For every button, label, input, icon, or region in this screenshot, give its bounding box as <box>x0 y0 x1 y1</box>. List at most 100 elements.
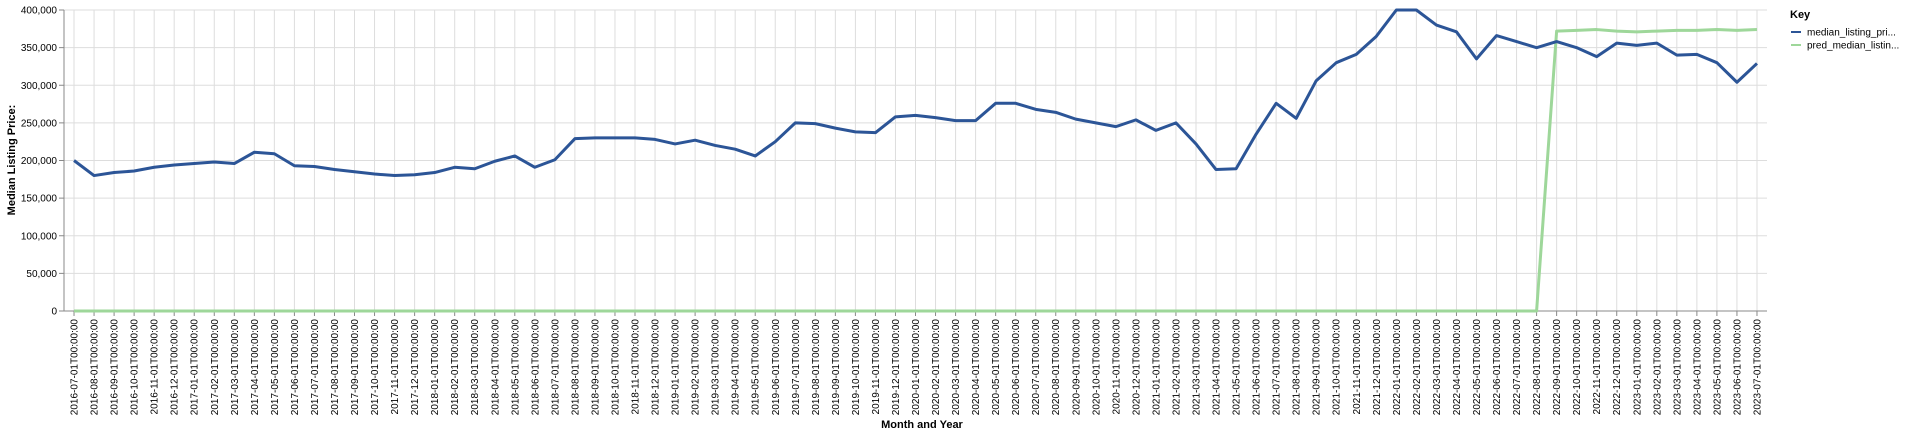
x-tick-label: 2019-09-01T00:00:00 <box>831 319 842 416</box>
x-tick-label: 2020-10-01T00:00:00 <box>1091 319 1102 416</box>
y-tick-label: 250,000 <box>21 118 58 129</box>
x-tick-label: 2022-07-01T00:00:00 <box>1512 319 1523 416</box>
y-tick-label: 100,000 <box>21 231 58 242</box>
x-tick-label: 2023-04-01T00:00:00 <box>1692 319 1703 416</box>
x-tick-label: 2020-07-01T00:00:00 <box>1031 319 1042 416</box>
y-tick-label: 350,000 <box>21 43 58 54</box>
series-line-2 <box>74 28 1758 313</box>
x-tick-label: 2020-01-01T00:00:00 <box>911 319 922 416</box>
x-tick-label: 2020-12-01T00:00:00 <box>1131 319 1142 416</box>
x-tick-label: 2022-04-01T00:00:00 <box>1452 319 1463 416</box>
grid-layer <box>64 9 1767 312</box>
x-tick-label: 2018-07-01T00:00:00 <box>550 319 561 416</box>
x-tick-label: 2021-10-01T00:00:00 <box>1332 319 1343 416</box>
x-tick-label: 2023-07-01T00:00:00 <box>1752 319 1763 416</box>
x-tick-label: 2022-11-01T00:00:00 <box>1592 319 1603 415</box>
x-tick-label: 2019-11-01T00:00:00 <box>871 319 882 415</box>
y-tick-label: 200,000 <box>21 156 58 167</box>
x-tick-label: 2020-06-01T00:00:00 <box>1011 319 1022 416</box>
legend-label: pred_median_listin... <box>1807 41 1899 52</box>
x-tick-label: 2017-07-01T00:00:00 <box>310 319 321 416</box>
x-tick-label: 2021-09-01T00:00:00 <box>1312 319 1323 416</box>
x-tick-label: 2018-02-01T00:00:00 <box>450 319 461 416</box>
y-tick-label: 50,000 <box>26 269 57 280</box>
x-tick-label: 2021-04-01T00:00:00 <box>1212 319 1223 416</box>
x-tick-label: 2023-06-01T00:00:00 <box>1732 319 1743 416</box>
x-tick-label: 2021-05-01T00:00:00 <box>1232 319 1243 416</box>
x-tick-label: 2019-12-01T00:00:00 <box>891 319 902 416</box>
x-tick-label: 2017-08-01T00:00:00 <box>330 319 341 416</box>
legend-title: Key <box>1790 9 1811 21</box>
x-tick-label: 2020-05-01T00:00:00 <box>991 319 1002 416</box>
x-tick-label: 2018-01-01T00:00:00 <box>430 319 441 416</box>
x-tick-label: 2016-09-01T00:00:00 <box>110 319 121 416</box>
x-tick-label: 2021-03-01T00:00:00 <box>1191 319 1202 416</box>
legend-items: median_listing_pri... pred_median_listin.… <box>1791 28 1899 52</box>
x-tick-label: 2021-11-01T00:00:00 <box>1352 319 1363 415</box>
x-tick-label: 2017-01-01T00:00:00 <box>190 319 201 416</box>
x-tick-label: 2017-02-01T00:00:00 <box>210 319 221 416</box>
x-tick-label: 2019-10-01T00:00:00 <box>851 319 862 416</box>
x-tick-label: 2022-10-01T00:00:00 <box>1572 319 1583 416</box>
x-tick-label: 2017-03-01T00:00:00 <box>230 319 241 416</box>
y-tick-label: 300,000 <box>21 81 58 92</box>
legend-label: median_listing_pri... <box>1807 28 1896 39</box>
x-tick-label: 2020-04-01T00:00:00 <box>971 319 982 416</box>
x-tick-label: 2017-12-01T00:00:00 <box>410 319 421 416</box>
x-tick-label: 2017-09-01T00:00:00 <box>350 319 361 416</box>
x-tick-label: 2023-01-01T00:00:00 <box>1632 319 1643 416</box>
x-axis-title: Month and Year <box>881 419 963 431</box>
x-tick-label: 2022-09-01T00:00:00 <box>1552 319 1563 416</box>
x-tick-label: 2018-10-01T00:00:00 <box>610 319 621 416</box>
x-tick-label: 2019-04-01T00:00:00 <box>731 319 742 416</box>
y-tick-label: 0 <box>51 307 57 318</box>
x-tick-label: 2020-08-01T00:00:00 <box>1051 319 1062 416</box>
x-tick-label: 2021-02-01T00:00:00 <box>1171 319 1182 416</box>
x-tick-label: 2022-06-01T00:00:00 <box>1492 319 1503 416</box>
x-tick-label: 2016-11-01T00:00:00 <box>150 319 161 415</box>
x-tick-label: 2021-01-01T00:00:00 <box>1151 319 1162 416</box>
x-tick-label: 2017-11-01T00:00:00 <box>390 319 401 415</box>
x-tick-label: 2023-05-01T00:00:00 <box>1712 319 1723 416</box>
legend: Key median_listing_pri... pred_median_lis… <box>1790 9 1899 52</box>
axis-layer: 0 50,000 100,000 150,000 200,000 250,000 300,0… <box>21 6 1767 416</box>
x-tick-label: 2019-05-01T00:00:00 <box>751 319 762 416</box>
x-tick-label: 2021-12-01T00:00:00 <box>1372 319 1383 416</box>
x-tick-label: 2019-07-01T00:00:00 <box>791 319 802 416</box>
x-tick-label: 2017-05-01T00:00:00 <box>270 319 281 416</box>
x-tick-label: 2016-07-01T00:00:00 <box>70 319 81 416</box>
x-tick-label: 2019-08-01T00:00:00 <box>811 319 822 416</box>
y-axis-title: Median Listing Price: <box>6 105 18 216</box>
x-tick-label: 2016-10-01T00:00:00 <box>130 319 141 416</box>
x-tick-label: 2018-03-01T00:00:00 <box>470 319 481 416</box>
x-tick-label: 2022-02-01T00:00:00 <box>1412 319 1423 416</box>
x-tick-label: 2022-01-01T00:00:00 <box>1392 319 1403 416</box>
x-tick-label: 2018-05-01T00:00:00 <box>510 319 521 416</box>
x-tick-label: 2023-02-01T00:00:00 <box>1652 319 1663 416</box>
x-tick-label: 2022-12-01T00:00:00 <box>1612 319 1623 416</box>
x-tick-label: 2022-03-01T00:00:00 <box>1432 319 1443 416</box>
x-tick-label: 2019-03-01T00:00:00 <box>711 319 722 416</box>
x-tick-label: 2016-12-01T00:00:00 <box>170 319 181 416</box>
y-tick-label: 400,000 <box>21 6 58 17</box>
x-tick-label: 2022-08-01T00:00:00 <box>1532 319 1543 416</box>
x-tick-label: 2019-02-01T00:00:00 <box>691 319 702 416</box>
x-tick-label: 2020-02-01T00:00:00 <box>931 319 942 416</box>
x-tick-label: 2022-05-01T00:00:00 <box>1472 319 1483 416</box>
x-tick-label: 2018-08-01T00:00:00 <box>570 319 581 416</box>
x-tick-label: 2020-03-01T00:00:00 <box>951 319 962 416</box>
x-tick-label: 2018-06-01T00:00:00 <box>530 319 541 416</box>
x-tick-label: 2018-12-01T00:00:00 <box>651 319 662 416</box>
x-tick-label: 2021-08-01T00:00:00 <box>1292 319 1303 416</box>
x-tick-label: 2018-09-01T00:00:00 <box>590 319 601 416</box>
y-tick-label: 150,000 <box>21 194 58 205</box>
x-tick-label: 2017-06-01T00:00:00 <box>290 319 301 416</box>
x-tick-label: 2016-08-01T00:00:00 <box>90 319 101 416</box>
x-tick-label: 2020-09-01T00:00:00 <box>1071 319 1082 416</box>
series-layer <box>73 8 1759 313</box>
x-tick-label: 2019-06-01T00:00:00 <box>771 319 782 416</box>
x-tick-label: 2017-10-01T00:00:00 <box>370 319 381 416</box>
x-tick-label: 2023-03-01T00:00:00 <box>1672 319 1683 416</box>
